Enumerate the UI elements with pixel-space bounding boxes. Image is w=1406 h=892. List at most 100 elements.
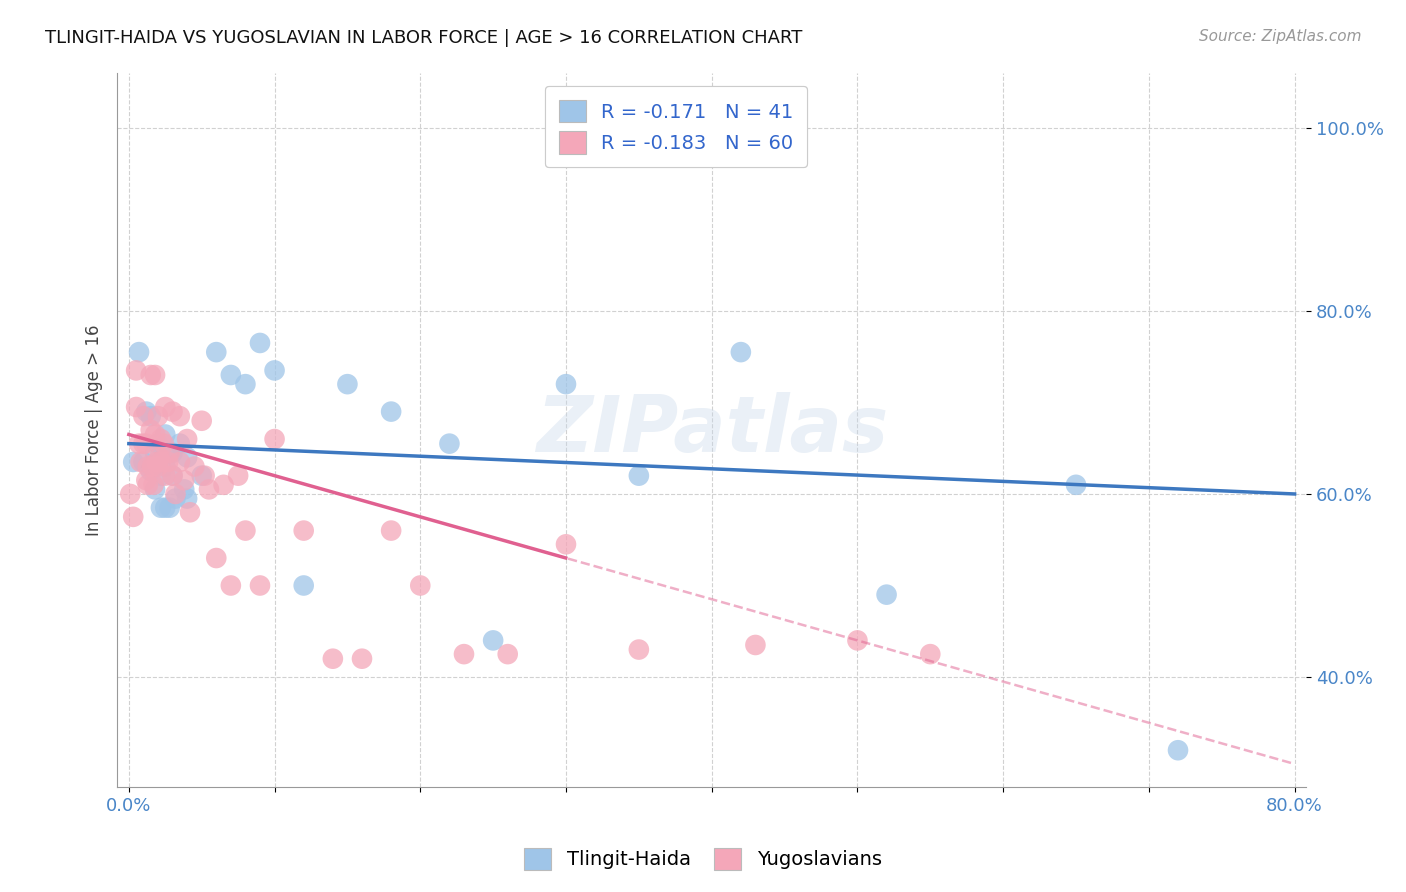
Point [159, 446, 181, 460]
Point [409, 578, 432, 592]
Point [176, 450, 198, 465]
Point [219, 368, 242, 382]
Point [157, 455, 180, 469]
Point [122, 509, 145, 524]
Point [249, 578, 271, 592]
Point [128, 345, 150, 359]
Point [482, 633, 505, 648]
Point [920, 647, 942, 661]
Point [135, 404, 157, 418]
Point [744, 638, 766, 652]
Point [142, 478, 165, 492]
Point [149, 500, 172, 515]
Point [162, 404, 184, 418]
Point [169, 455, 191, 469]
Point [176, 491, 198, 506]
Point [143, 427, 166, 442]
Point [162, 468, 184, 483]
Point [159, 500, 181, 515]
Point [141, 459, 163, 474]
Y-axis label: In Labor Force | Age > 16: In Labor Force | Age > 16 [86, 324, 103, 536]
Point [846, 633, 869, 648]
Point [380, 524, 402, 538]
Point [139, 464, 162, 478]
Point [146, 409, 169, 424]
Point [155, 427, 177, 442]
Point [730, 345, 752, 359]
Point [292, 578, 315, 592]
Point [139, 368, 162, 382]
Point [190, 414, 212, 428]
Point [155, 400, 177, 414]
Point [136, 459, 159, 474]
Point [120, 487, 142, 501]
Point [350, 651, 373, 665]
Point [148, 450, 170, 465]
Legend: Tlingit-Haida, Yugoslavians: Tlingit-Haida, Yugoslavians [516, 839, 890, 878]
Point [176, 432, 198, 446]
Point [249, 335, 271, 350]
Point [173, 473, 195, 487]
Point [125, 400, 148, 414]
Point [149, 468, 172, 483]
Point [165, 491, 187, 506]
Point [135, 473, 157, 487]
Point [149, 455, 172, 469]
Point [169, 409, 191, 424]
Point [125, 363, 148, 377]
Point [132, 409, 155, 424]
Point [153, 436, 176, 450]
Point [143, 483, 166, 497]
Point [139, 423, 162, 437]
Point [194, 468, 217, 483]
Point [627, 642, 650, 657]
Point [205, 345, 228, 359]
Point [169, 436, 191, 450]
Point [336, 377, 359, 392]
Point [198, 483, 221, 497]
Point [139, 409, 162, 424]
Point [1064, 478, 1087, 492]
Point [226, 468, 249, 483]
Point [205, 551, 228, 566]
Point [555, 537, 578, 551]
Point [162, 446, 184, 460]
Point [128, 436, 150, 450]
Point [143, 368, 166, 382]
Point [155, 468, 177, 483]
Text: Source: ZipAtlas.com: Source: ZipAtlas.com [1198, 29, 1361, 44]
Point [212, 478, 235, 492]
Point [132, 436, 155, 450]
Point [380, 404, 402, 418]
Point [627, 468, 650, 483]
Point [146, 455, 169, 469]
Point [155, 459, 177, 474]
Point [183, 459, 205, 474]
Point [235, 524, 257, 538]
Point [292, 524, 315, 538]
Point [122, 455, 145, 469]
Point [136, 478, 159, 492]
Point [263, 363, 285, 377]
Point [876, 588, 898, 602]
Point [159, 446, 181, 460]
Point [143, 446, 166, 460]
Point [145, 455, 167, 469]
Point [1167, 743, 1189, 757]
Point [155, 500, 177, 515]
Point [146, 436, 169, 450]
Point [190, 468, 212, 483]
Point [173, 483, 195, 497]
Point [235, 377, 257, 392]
Point [146, 459, 169, 474]
Point [439, 436, 461, 450]
Legend: R = -0.171   N = 41, R = -0.183   N = 60: R = -0.171 N = 41, R = -0.183 N = 60 [546, 87, 807, 167]
Point [129, 455, 152, 469]
Point [453, 647, 475, 661]
Point [179, 505, 201, 519]
Point [263, 432, 285, 446]
Point [149, 432, 172, 446]
Point [132, 455, 155, 469]
Text: TLINGIT-HAIDA VS YUGOSLAVIAN IN LABOR FORCE | AGE > 16 CORRELATION CHART: TLINGIT-HAIDA VS YUGOSLAVIAN IN LABOR FO… [45, 29, 803, 46]
Point [322, 651, 344, 665]
